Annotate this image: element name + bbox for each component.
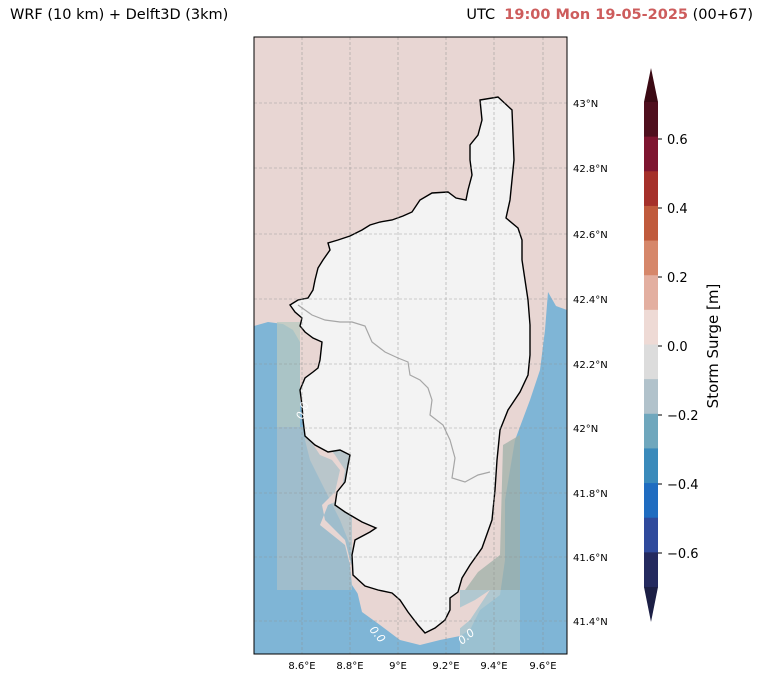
surge-patch-west xyxy=(277,322,300,427)
map-title-left: WRF (10 km) + Delft3D (3km) xyxy=(10,7,229,23)
colorbar-tick-label: 0.2 xyxy=(667,271,688,286)
map-frame xyxy=(253,36,568,655)
department-boundary xyxy=(297,304,491,483)
lat-tick-label: 41.6°N xyxy=(573,553,608,564)
lon-tick-label: 9.4°E xyxy=(480,661,507,672)
valid-datetime: 19:00 Mon 19-05-2025 xyxy=(504,7,689,23)
utc-label: UTC xyxy=(466,7,496,23)
lon-tick-label: 8.8°E xyxy=(336,661,363,672)
colorbar-extend-max xyxy=(644,68,658,102)
lon-tick-label: 9°E xyxy=(389,661,407,672)
lon-tick-label: 9.6°E xyxy=(529,661,556,672)
lat-tick-label: 42.4°N xyxy=(573,295,608,306)
colorbar-band xyxy=(644,205,658,242)
colorbar-band xyxy=(644,517,658,553)
colorbar-band xyxy=(644,171,658,207)
lat-tick-label: 42.6°N xyxy=(573,230,608,241)
colorbar-band xyxy=(644,309,658,345)
colorbar-tick-label: −0.4 xyxy=(667,478,699,493)
lat-tick-label: 42.8°N xyxy=(573,164,608,175)
graticule xyxy=(254,37,567,654)
lat-tick-label: 42.2°N xyxy=(573,360,608,371)
colorbar-bands xyxy=(644,102,658,588)
colorbar-band xyxy=(644,102,658,138)
coastal-positive-band-west xyxy=(300,330,490,640)
colorbar-band xyxy=(644,483,658,519)
colorbar-tick-label: 0.0 xyxy=(667,340,688,355)
colorbar-tick-label: −0.2 xyxy=(667,409,699,424)
colorbar-band xyxy=(644,448,658,484)
lon-tick-label: 8.6°E xyxy=(288,661,315,672)
contour-label-zero-west: 0.0 xyxy=(294,400,312,421)
lon-tick-label: 9.2°E xyxy=(432,661,459,672)
forecast-lead: (00+67) xyxy=(692,7,753,23)
colorbar-band xyxy=(644,344,658,380)
lat-tick-label: 41.8°N xyxy=(573,489,608,500)
colorbar-band xyxy=(644,552,658,588)
colorbar-band xyxy=(644,413,658,449)
colorbar-band xyxy=(644,275,658,311)
colorbar-tick-label: 0.4 xyxy=(667,202,688,217)
surge-patch-south xyxy=(460,590,520,654)
colorbar-band xyxy=(644,240,658,276)
colorbar-tick-label: −0.6 xyxy=(667,547,699,562)
lat-tick-label: 41.4°N xyxy=(573,617,608,628)
lat-tick-label: 43°N xyxy=(573,99,598,110)
surge-patch-east xyxy=(465,435,520,590)
colorbar-band xyxy=(644,379,658,415)
colorbar-label: Storm Surge [m] xyxy=(704,284,722,409)
map-title-right: UTC 19:00 Mon 19-05-2025 (00+67) xyxy=(466,7,753,23)
lat-tick-label: 42°N xyxy=(573,424,598,435)
colorbar-tick-label: 0.6 xyxy=(667,133,688,148)
colorbar-band xyxy=(644,136,658,172)
colorbar-extend-min xyxy=(644,587,658,622)
